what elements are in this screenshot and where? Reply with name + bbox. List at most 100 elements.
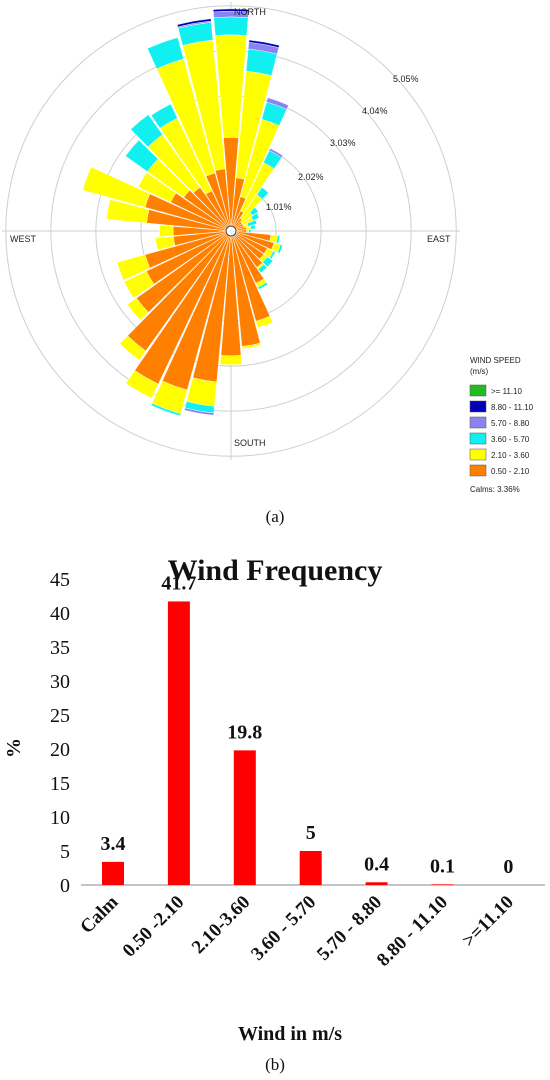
rose-sector-segment	[250, 224, 256, 230]
rose-sector-segment	[262, 256, 274, 268]
bar-chart-title: Wind Frequency	[168, 554, 383, 587]
rose-sector-segment	[268, 148, 284, 158]
rose-sector-segment	[256, 187, 269, 200]
legend-calms: Calms: 3.36%	[470, 485, 520, 494]
rose-sector-segment	[147, 37, 184, 70]
y-tick-label: 10	[50, 807, 70, 829]
rose-sector-segment	[269, 250, 276, 260]
x-tick-label: Calm	[76, 892, 122, 938]
legend-label: 3.60 - 5.70	[491, 435, 530, 444]
y-tick-label: 0	[60, 875, 70, 897]
rose-sector-segment	[82, 166, 151, 208]
rose-sector-segment	[220, 355, 242, 365]
rose-sector-segment	[150, 403, 181, 417]
legend-swatch	[469, 416, 487, 429]
bar-value-labels: 3.4 41.7 19.8 5 0.4 0.1 0	[101, 572, 514, 878]
rose-sector-segment	[266, 97, 289, 110]
y-tick-label: 20	[50, 739, 70, 761]
bar	[299, 851, 322, 885]
rose-sector-segment	[106, 199, 150, 224]
ring-label: 5.05%	[393, 74, 419, 84]
rose-sector-segment	[127, 297, 149, 321]
ring-label: 2.02%	[298, 172, 324, 182]
ring-label: 1.01%	[266, 202, 292, 212]
rose-sector-segment	[119, 335, 147, 361]
bar	[431, 884, 454, 885]
bar	[365, 882, 388, 885]
rose-sector-segment	[184, 407, 215, 416]
rose-legend: WIND SPEED (m/s) >= 11.10 8.80 - 11.10 5.7…	[469, 356, 534, 494]
legend-swatch	[469, 400, 487, 413]
rose-sector-segment	[257, 264, 268, 274]
ring-label: 4.04%	[362, 106, 388, 116]
rose-sectors	[82, 8, 289, 417]
bar-value-label: 0.4	[364, 853, 389, 875]
y-tick-label: 40	[50, 603, 70, 625]
rose-sector-segment	[213, 16, 249, 36]
legend-swatch	[469, 432, 487, 445]
direction-east: EAST	[427, 234, 451, 244]
legend-swatch	[469, 448, 487, 461]
bar	[233, 750, 256, 885]
bar	[167, 601, 190, 885]
wind-rose-chart: 1.01% 2.02% 3.03% 4.04% 5.05% NORTH SOUT…	[2, 2, 534, 526]
rose-sector-segment	[125, 139, 159, 172]
legend-label: >= 11.10	[491, 387, 523, 396]
x-tick-label: >=11.10	[458, 892, 518, 952]
wind-frequency-bar-chart: Wind Frequency % 0 5 10 15 20 25 30 35 40 45 3.4 4…	[3, 554, 545, 1074]
bars	[102, 601, 454, 885]
rose-sector-segment	[150, 103, 178, 129]
y-tick-label: 5	[60, 841, 70, 863]
y-tick-label: 35	[50, 637, 70, 659]
legend-swatch	[469, 464, 487, 477]
legend-label: 0.50 - 2.10	[491, 467, 530, 476]
rose-sector-segment	[186, 377, 217, 407]
y-tick-label: 45	[50, 569, 70, 591]
bar-value-label: 3.4	[101, 833, 126, 855]
bar	[102, 861, 124, 885]
rose-sector-segment	[276, 235, 281, 244]
bar-value-label: 0	[503, 856, 513, 878]
rose-sector-segment	[248, 39, 280, 48]
rose-sector-segment	[248, 229, 252, 233]
legend-entries: >= 11.10 8.80 - 11.10 5.70 - 8.80 3.60 - 5.…	[469, 384, 534, 477]
bar-value-label: 0.1	[430, 855, 455, 877]
bar-value-label: 41.7	[161, 572, 196, 594]
x-tick-label: 3.60 - 5.70	[247, 892, 320, 965]
direction-south: SOUTH	[234, 438, 266, 448]
rose-sector-segment	[123, 270, 155, 299]
direction-west: WEST	[10, 234, 37, 244]
legend-label: 5.70 - 8.80	[491, 419, 530, 428]
rose-sector-segment	[255, 315, 274, 328]
direction-north: NORTH	[234, 7, 266, 17]
rose-sector-segment	[250, 212, 260, 221]
x-tick-label: 8.80 - 11.10	[373, 892, 452, 971]
legend-label: 2.10 - 3.60	[491, 451, 530, 460]
legend-swatch	[469, 384, 487, 397]
y-tick-label: 15	[50, 773, 70, 795]
legend-label: 8.80 - 11.10	[491, 403, 534, 412]
rose-sector-segment	[138, 172, 177, 203]
rose-sector-segment	[125, 370, 159, 399]
rose-sector-segment	[249, 207, 259, 216]
rose-sector-segment	[130, 114, 163, 148]
x-tick-label: 0.50 -2.10	[119, 892, 189, 962]
rose-ring-labels: 1.01% 2.02% 3.03% 4.04% 5.05%	[266, 74, 419, 212]
rose-sector-segment	[246, 219, 258, 227]
rose-sector-segment	[116, 254, 151, 281]
rose-center-hole	[225, 225, 237, 237]
y-tick-labels: 0 5 10 15 20 25 30 35 40 45	[50, 569, 70, 897]
legend-unit: (m/s)	[470, 367, 489, 376]
bar-chart-xlabel: Wind in m/s	[238, 1023, 342, 1045]
rose-sector-segment	[257, 282, 269, 290]
x-tick-label: 2.10-3.60	[188, 892, 254, 958]
y-tick-label: 30	[50, 671, 70, 693]
rose-sector-segment	[177, 18, 212, 28]
rose-sector-segment	[212, 8, 250, 13]
rose-sector-segment	[241, 342, 262, 349]
rose-sector-segment	[246, 229, 250, 233]
legend-title: WIND SPEED	[470, 356, 521, 365]
rose-sector-segment	[277, 244, 283, 254]
